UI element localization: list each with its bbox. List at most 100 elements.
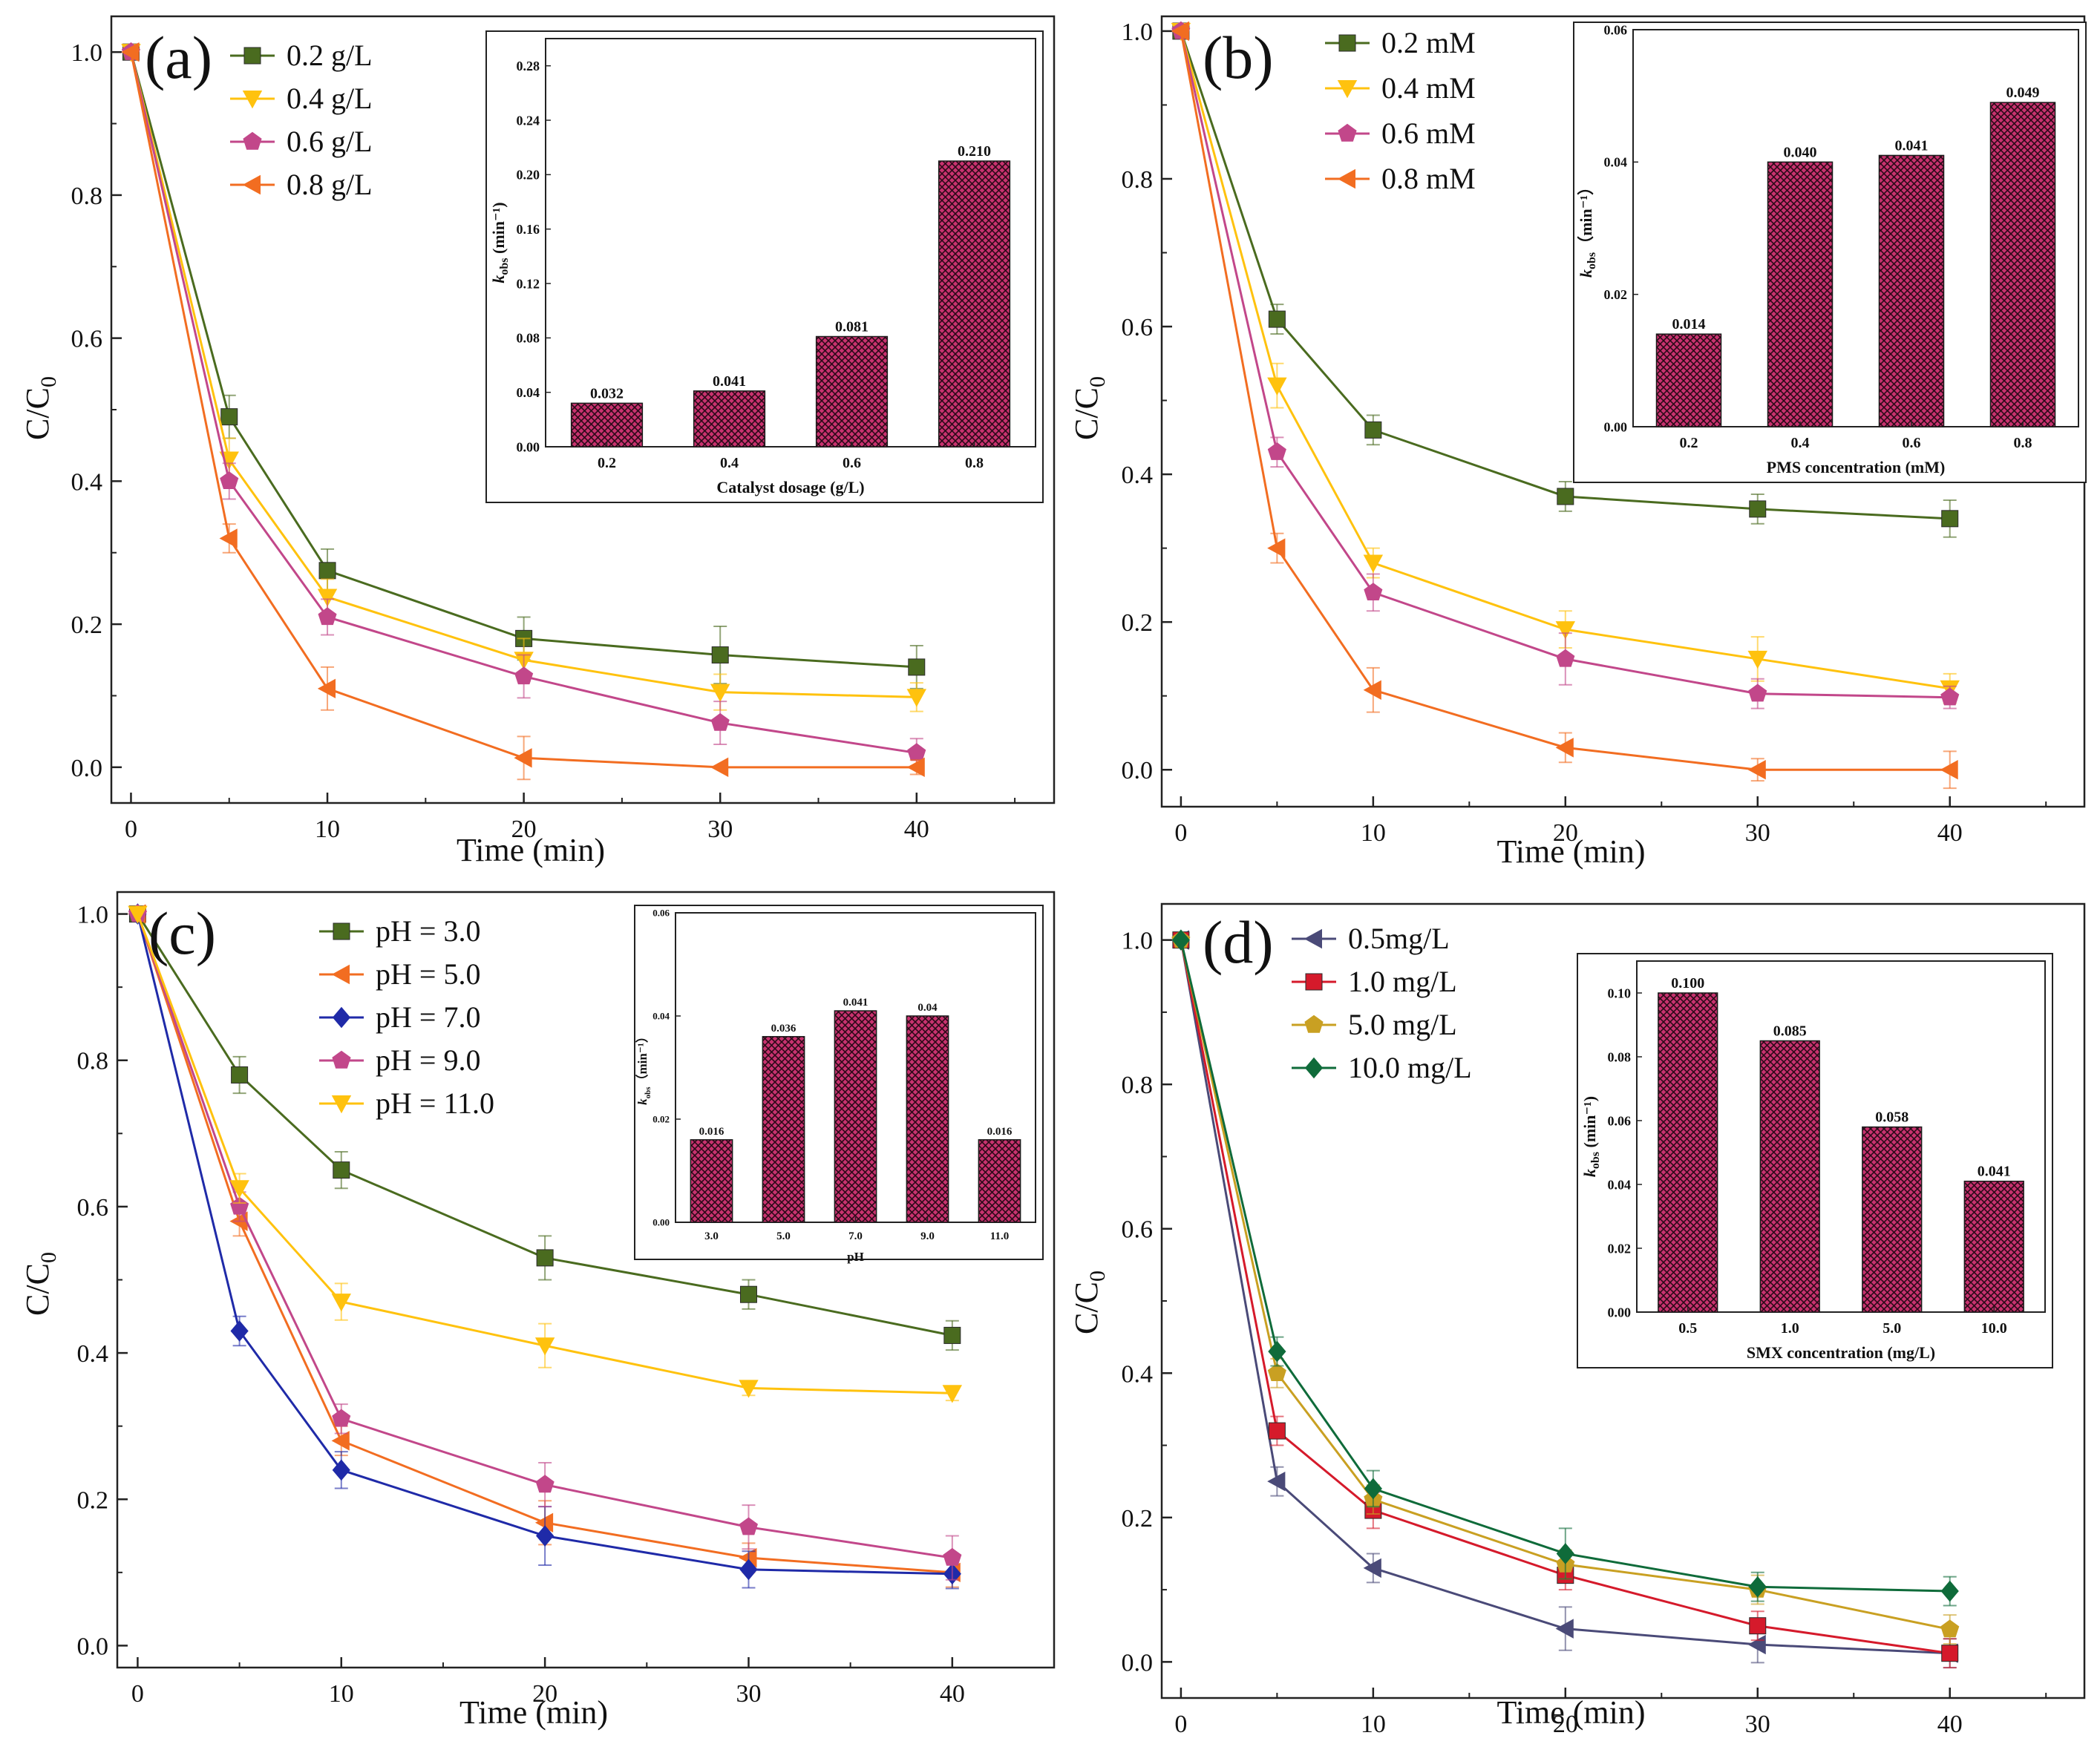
x-tick-label: 20 [1553, 1711, 1578, 1738]
series-10-0-mg-l [1171, 929, 1959, 1607]
inset-y-title-unit: (min⁻¹) [489, 202, 508, 258]
data-point [535, 1475, 555, 1493]
data-point [907, 743, 926, 761]
inset-x-tick-label: 0.8 [965, 455, 984, 471]
legend-marker [1304, 1057, 1324, 1079]
inset-y-tick-label: 0.06 [652, 908, 670, 919]
data-point [739, 1558, 758, 1581]
inset-y-tick-label: 0.02 [1608, 1241, 1632, 1256]
series-line [1180, 30, 1950, 520]
series-0-8-g-l [121, 42, 925, 781]
y-tick-label: 0.4 [1122, 462, 1154, 489]
legend: 0.5mg/L 1.0 mg/L 5.0 mg/L 10.0 mg/L [1292, 922, 1472, 1084]
x-axis-title: Time (min) [457, 832, 605, 868]
data-point [1267, 538, 1286, 558]
inset-bar [762, 1036, 805, 1223]
data-point [534, 1512, 554, 1533]
y-axis-title-subscript: 0 [36, 376, 61, 387]
data-point [1555, 1619, 1574, 1639]
legend-label: pH = 3.0 [376, 914, 480, 948]
legend-label: 0.6 g/L [287, 125, 373, 158]
y-tick-label: 0.6 [71, 326, 103, 353]
inset-bar [938, 160, 1011, 448]
y-axis-title: C/C0 [19, 376, 61, 440]
data-point [1941, 1645, 1959, 1662]
series-line [137, 914, 952, 1394]
y-tick-label: 0.6 [1122, 314, 1154, 341]
panel-label: (d) [1203, 908, 1274, 976]
x-tick-label: 40 [904, 816, 929, 843]
series-line [1180, 940, 1950, 1655]
inset-y-title-subscript: obs [498, 258, 511, 275]
data-point [220, 471, 239, 489]
inset-y-title-unit: （min⁻¹） [635, 1030, 650, 1086]
data-point [1940, 687, 1960, 706]
data-point [331, 1294, 351, 1312]
legend-marker [1303, 928, 1322, 949]
y-tick-label: 0.2 [77, 1486, 109, 1514]
inset-bar-value-label: 0.014 [1672, 316, 1706, 332]
y-tick-label: 1.0 [77, 902, 109, 929]
y-tick-label: 0.6 [77, 1194, 109, 1222]
inset-x-tick-label: 0.8 [2014, 435, 2032, 451]
legend-label: 0.4 g/L [287, 82, 373, 115]
legend: 0.2 g/L 0.4 g/L 0.6 g/L 0.8 g/L [230, 39, 373, 201]
y-tick-label: 0.4 [71, 468, 103, 496]
inset-y-tick-label: 0.00 [652, 1217, 670, 1228]
y-tick-label: 0.4 [77, 1340, 109, 1368]
inset-x-tick-label: 7.0 [848, 1230, 863, 1242]
data-point [1556, 1543, 1574, 1564]
data-point [1268, 1422, 1286, 1440]
data-point [1555, 621, 1576, 640]
data-point [318, 562, 336, 580]
series-line [1180, 940, 1950, 1655]
legend-label: 5.0 mg/L [1348, 1008, 1457, 1041]
inset-y-axis-title: kobs（min⁻¹） [1577, 179, 1598, 278]
series-line [137, 913, 953, 1337]
data-point [1555, 738, 1574, 758]
data-point [943, 1547, 962, 1566]
data-point [219, 528, 238, 548]
inset-bar-value-label: 0.036 [771, 1023, 797, 1035]
data-point [1557, 488, 1574, 505]
x-tick-label: 10 [1361, 1711, 1386, 1738]
inset-bar-value-label: 0.041 [843, 997, 869, 1009]
inset-y-title-subscript: obs [1586, 252, 1598, 269]
inset-y-tick-label: 0.04 [517, 385, 540, 400]
series-line [1180, 30, 1950, 690]
inset-bar-value-label: 0.081 [835, 319, 869, 335]
data-point [943, 1326, 961, 1344]
x-axis-title: Time (min) [459, 1694, 608, 1731]
data-point [1556, 649, 1575, 667]
x-tick-label: 0 [131, 1680, 144, 1708]
y-tick-label: 0.0 [1122, 1649, 1154, 1676]
y-tick-label: 1.0 [71, 39, 103, 67]
legend-marker [243, 47, 261, 65]
inset-bar-value-label: 0.032 [590, 385, 624, 401]
inset-y-tick-label: 0.04 [1608, 1177, 1632, 1192]
data-point [1747, 650, 1767, 669]
inset-y-tick-label: 0.10 [1608, 986, 1632, 1000]
series-line [130, 51, 917, 698]
panel-label: (c) [148, 899, 216, 967]
inset-x-axis-title: PMS concentration (mM) [1767, 458, 1946, 476]
data-point [1363, 680, 1381, 700]
inset-y-tick-label: 0.04 [652, 1011, 670, 1022]
inset-x-tick-label: 5.0 [1883, 1320, 1901, 1337]
y-tick-label: 0.6 [1122, 1216, 1154, 1244]
legend-marker [332, 1006, 351, 1029]
series-line [1180, 30, 1950, 699]
inset-axes [1632, 29, 2079, 427]
inset-y-axis-title: kobs (min⁻¹) [489, 202, 511, 283]
inset-bar-chart: 0.00 0.02 0.04 0.06 0.016 3.0 0.036 5.0 0.041 7.0… [634, 905, 1044, 1264]
panel-c: 0 10 20 30 40 0.0 0.2 0.4 0.6 0.8 1.0 Time (min) C/C… [19, 891, 1056, 1731]
data-point [317, 678, 336, 699]
x-tick-label: 10 [329, 1680, 354, 1708]
data-point [1941, 510, 1959, 528]
data-point [1940, 1619, 1960, 1638]
inset-bar [1862, 1126, 1923, 1313]
legend: 0.2 mM 0.4 mM 0.6 mM 0.8 mM [1325, 26, 1476, 195]
inset-x-tick-label: 10.0 [1981, 1320, 2007, 1337]
inset-bar-chart: 0.00 0.04 0.08 0.12 0.16 0.20 0.24 0.28 0.032 0.2… [485, 30, 1044, 503]
inset-bar [906, 1015, 949, 1223]
